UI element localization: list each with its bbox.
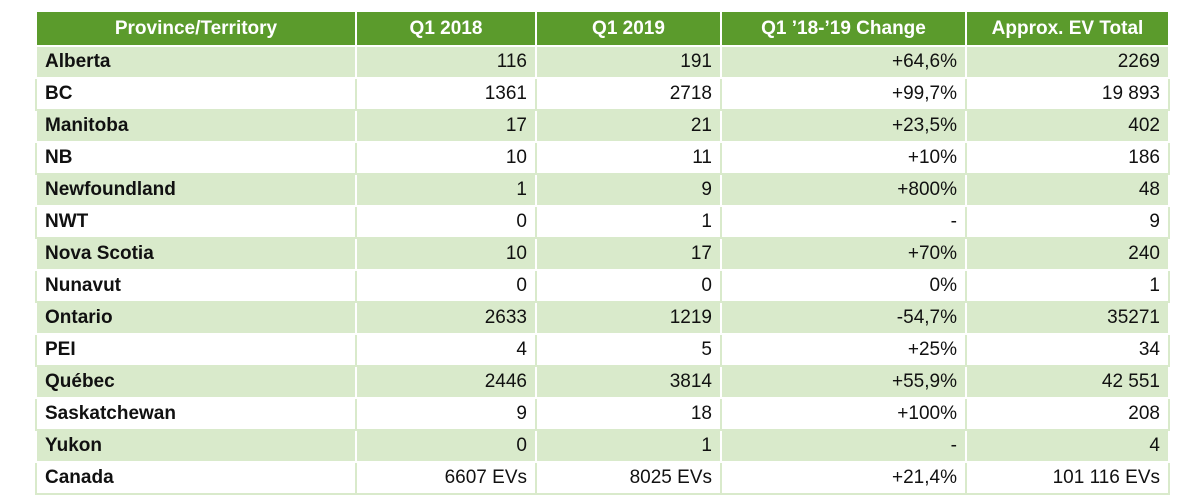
table-row: Saskatchewan 9 18 +100% 208: [35, 397, 1170, 431]
table-cell: 101 116 EVs: [965, 461, 1170, 495]
table-row: Yukon 0 1-4: [35, 429, 1170, 463]
table-cell: -54,7%: [720, 301, 967, 335]
ev-table: Province/Territory Q1 2018 Q1 2019 Q1 ’18-’…: [35, 10, 1170, 495]
table-cell: +21,4%: [720, 461, 967, 495]
table-cell: 0%: [720, 269, 967, 303]
header-cell: Approx. EV Total: [965, 10, 1170, 47]
table-row: Ontario 2633 1219 -54,7% 35271: [35, 301, 1170, 335]
table-cell: 0: [535, 269, 722, 303]
table-body: Alberta 116 191 +64,6% 2269 BC 1361 2718 +99,7% 1…: [35, 45, 1170, 495]
row-label: Newfoundland: [35, 173, 357, 207]
table-cell: 34: [965, 333, 1170, 367]
table-cell: 1: [535, 205, 722, 239]
table-cell: +25%: [720, 333, 967, 367]
row-label: Nova Scotia: [35, 237, 357, 271]
table-cell: 19 893: [965, 77, 1170, 111]
table-cell: +800%: [720, 173, 967, 207]
table-row: PEI 4 5 +25% 34: [35, 333, 1170, 367]
row-label: Ontario: [35, 301, 357, 335]
table-cell: +99,7%: [720, 77, 967, 111]
table-cell: 8025 EVs: [535, 461, 722, 495]
table-row: Nunavut 0 0 0% 1: [35, 269, 1170, 303]
table-cell: 186: [965, 141, 1170, 175]
table-row: Newfoundland 1 9 +800% 48: [35, 173, 1170, 207]
table-cell: +23,5%: [720, 109, 967, 143]
header-cell: Q1 2018: [355, 10, 537, 47]
row-label: BC: [35, 77, 357, 111]
table-cell: 17: [355, 109, 537, 143]
table-cell: 116: [355, 45, 537, 79]
table-row: Manitoba 17 21 +23,5% 402: [35, 109, 1170, 143]
table-cell: 42 551: [965, 365, 1170, 399]
table-cell: 3814: [535, 365, 722, 399]
table-cell: +64,6%: [720, 45, 967, 79]
table-cell: 4: [355, 333, 537, 367]
table-cell: 11: [535, 141, 722, 175]
row-label: Saskatchewan: [35, 397, 357, 431]
header-cell: Q1 2019: [535, 10, 722, 47]
table-row: Canada 6607 EVs 8025 EVs +21,4% 101 116 EVs: [35, 461, 1170, 495]
table-cell: 35271: [965, 301, 1170, 335]
table-row: Alberta 116 191 +64,6% 2269: [35, 45, 1170, 79]
table-cell: 1361: [355, 77, 537, 111]
row-label: Québec: [35, 365, 357, 399]
row-label: Yukon: [35, 429, 357, 463]
header-cell: Province/Territory: [35, 10, 357, 47]
table-cell: -: [720, 429, 967, 463]
table-cell: 0: [355, 269, 537, 303]
table-cell: 2446: [355, 365, 537, 399]
table-cell: 1: [355, 173, 537, 207]
table-cell: 6607 EVs: [355, 461, 537, 495]
table-cell: +100%: [720, 397, 967, 431]
table-cell: 402: [965, 109, 1170, 143]
table-row: NB 10 11 +10% 186: [35, 141, 1170, 175]
row-label: Canada: [35, 461, 357, 495]
row-label: PEI: [35, 333, 357, 367]
table-cell: 4: [965, 429, 1170, 463]
table-row: NWT 0 1-9: [35, 205, 1170, 239]
table-cell: 10: [355, 237, 537, 271]
table-cell: 208: [965, 397, 1170, 431]
table-cell: 17: [535, 237, 722, 271]
table-cell: 1: [535, 429, 722, 463]
table-row: Nova Scotia 10 17 +70% 240: [35, 237, 1170, 271]
table-row: Québec 2446 3814 +55,9% 42 551: [35, 365, 1170, 399]
row-label: Alberta: [35, 45, 357, 79]
table-cell: 2718: [535, 77, 722, 111]
header-row: Province/Territory Q1 2018 Q1 2019 Q1 ’18-’…: [35, 10, 1170, 47]
table-cell: 10: [355, 141, 537, 175]
table-cell: +55,9%: [720, 365, 967, 399]
table-cell: 2633: [355, 301, 537, 335]
row-label: Nunavut: [35, 269, 357, 303]
table-cell: 18: [535, 397, 722, 431]
table-cell: 9: [535, 173, 722, 207]
table-cell: 9: [355, 397, 537, 431]
table-cell: +10%: [720, 141, 967, 175]
table-cell: 2269: [965, 45, 1170, 79]
table-cell: 21: [535, 109, 722, 143]
row-label: Manitoba: [35, 109, 357, 143]
table-cell: 240: [965, 237, 1170, 271]
table-cell: 1: [965, 269, 1170, 303]
table-cell: 1219: [535, 301, 722, 335]
table-cell: 9: [965, 205, 1170, 239]
row-label: NB: [35, 141, 357, 175]
row-label: NWT: [35, 205, 357, 239]
table-cell: 191: [535, 45, 722, 79]
table-cell: 0: [355, 429, 537, 463]
table-cell: +70%: [720, 237, 967, 271]
table-cell: -: [720, 205, 967, 239]
table-cell: 48: [965, 173, 1170, 207]
table-container: Province/Territory Q1 2018 Q1 2019 Q1 ’18-’…: [35, 10, 1170, 495]
header-cell: Q1 ’18-’19 Change: [720, 10, 967, 47]
table-cell: 5: [535, 333, 722, 367]
table-cell: 0: [355, 205, 537, 239]
table-row: BC 1361 2718 +99,7% 19 893: [35, 77, 1170, 111]
